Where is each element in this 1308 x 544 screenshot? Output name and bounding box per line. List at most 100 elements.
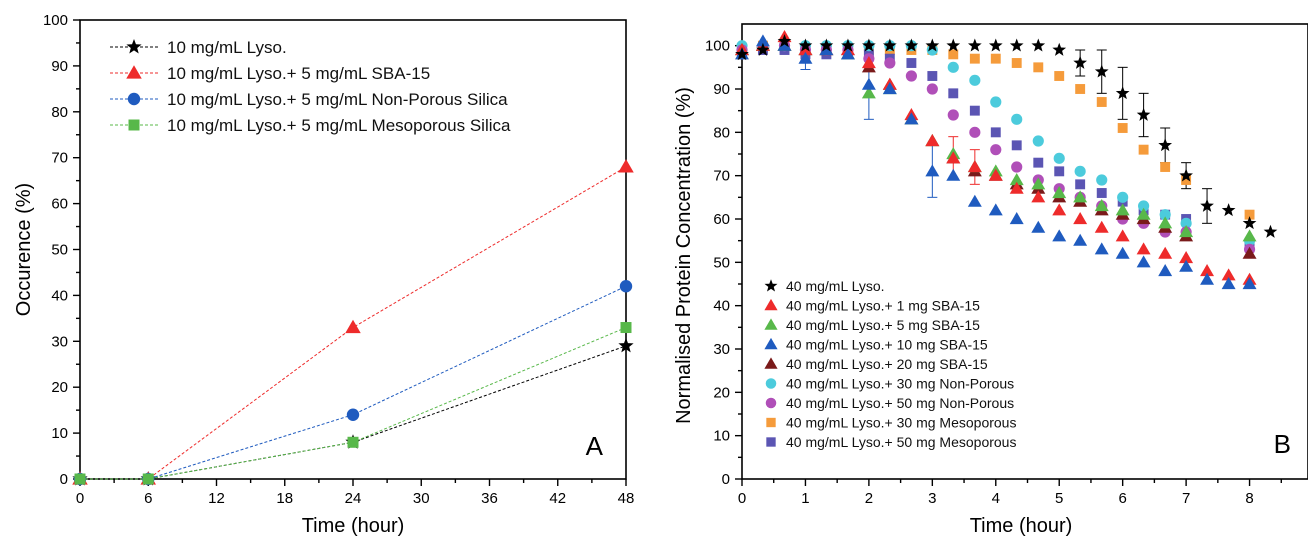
panel-b-data-point — [988, 203, 1003, 216]
panel-b-data-point — [1179, 259, 1194, 272]
panel-b-data-point — [1011, 140, 1022, 151]
panel-b-data-point — [969, 105, 980, 116]
panel-a-legend-label: 10 mg/mL Lyso.+ 5 mg/mL SBA-15 — [167, 64, 430, 83]
panel-b-data-point — [1094, 64, 1109, 78]
panel-b-data-point — [777, 38, 792, 51]
panel-b-x-tick-label: 3 — [928, 490, 936, 507]
panel-b-data-point — [1031, 177, 1046, 190]
panel-b-data-point — [1009, 38, 1024, 52]
panel-b-data-point — [946, 151, 961, 164]
panel-b-data-point — [1180, 217, 1192, 229]
panel-b-frame — [741, 23, 1308, 480]
panel-b-data-point — [1054, 166, 1065, 177]
panel-a-series-line — [80, 285, 627, 480]
panel-b-data-point — [1094, 199, 1109, 212]
panel-b-legend-label: 40 mg/mL Lyso.+ 1 mg SBA-15 — [786, 298, 980, 314]
panel-a-legend-label: 10 mg/mL Lyso.+ 5 mg/mL Non-Porous Silic… — [167, 90, 508, 109]
panel-a-y-tick-label: 40 — [51, 287, 68, 304]
panel-b-x-tick-label: 5 — [1055, 490, 1063, 507]
panel-b-data-point — [882, 82, 897, 95]
panel-b-data-point — [1073, 233, 1088, 246]
panel-b-data-point — [1073, 55, 1088, 69]
panel-b-data-point — [861, 56, 876, 69]
panel-b-data-point — [1052, 186, 1067, 199]
panel-b-data-point — [1158, 264, 1173, 277]
panel-b-data-point — [925, 134, 940, 147]
panel-b-data-point — [988, 168, 1003, 181]
panel-b-data-point — [1032, 135, 1044, 147]
panel-b-data-point — [1179, 225, 1194, 238]
panel-b-data-point — [1075, 179, 1086, 190]
panel-a-x-axis-title: Time (hour) — [302, 515, 405, 537]
panel-a-x-tick-label: 24 — [345, 490, 362, 507]
panel-a-x-tick-label: 0 — [76, 490, 84, 507]
panel-b-data-point — [1096, 174, 1108, 186]
panel-b-data-point — [1054, 71, 1065, 81]
panel-b-y-tick-label: 0 — [722, 471, 730, 488]
panel-a-x-tick-label: 48 — [618, 490, 635, 507]
panel-b-data-point — [1179, 168, 1193, 182]
panel-b-data-point — [1094, 242, 1109, 255]
panel-b-legend-label: 40 mg/mL Lyso.+ 20 mg SBA-15 — [786, 356, 988, 372]
panel-b-data-point — [1244, 209, 1255, 220]
panel-b-legend-label: 40 mg/mL Lyso.+ 30 mg Non-Porous — [786, 376, 1014, 392]
panel-a-data-point — [142, 473, 154, 485]
panel-a-legend-label: 10 mg/mL Lyso. — [167, 38, 287, 57]
panel-a-data-point — [74, 473, 86, 485]
panel-b-data-point — [1242, 216, 1257, 230]
panel-b-x-tick-label: 1 — [801, 490, 809, 507]
panel-b-y-tick-label: 20 — [713, 384, 730, 401]
panel-a-series-line — [80, 327, 627, 480]
panel-a-data-point — [620, 322, 632, 334]
panel-b-y-tick-label: 70 — [713, 168, 730, 185]
panel-a-x-tick-label: 42 — [549, 490, 566, 507]
panel-b-data-point — [1160, 162, 1171, 172]
panel-b-x-tick-label: 6 — [1118, 490, 1126, 507]
panel-b-data-point — [1159, 209, 1171, 221]
panel-b-data-point — [1094, 220, 1109, 233]
panel-a-y-tick-label: 100 — [43, 12, 68, 29]
panel-b-data-point — [1115, 203, 1130, 216]
panel-b-data-point — [967, 160, 982, 173]
panel-b-legend-marker — [764, 318, 778, 330]
panel-a-y-tick-label: 10 — [51, 425, 68, 442]
panel-b-data-point — [1200, 198, 1214, 212]
panel-b-label: B — [1274, 429, 1291, 459]
panel-b-data-point — [967, 194, 982, 207]
panel-b-data-point — [882, 38, 897, 52]
panel-b-data-point — [967, 38, 982, 52]
panel-b-data-point — [1136, 255, 1151, 268]
panel-b-data-point — [1136, 207, 1151, 220]
panel-b-data-point — [1096, 97, 1107, 107]
panel-b-data-point — [1052, 229, 1067, 242]
panel-b-data-point — [819, 43, 834, 56]
panel-b-data-point — [777, 34, 792, 48]
panel-a-legend-marker — [126, 39, 142, 54]
panel-b-data-point — [1221, 277, 1236, 290]
panel-b-data-point — [990, 144, 1002, 156]
panel-b-data-point — [990, 53, 1001, 64]
panel-b-data-point — [1073, 212, 1088, 225]
panel-b-data-point — [1242, 246, 1257, 259]
panel-b-data-point — [969, 126, 981, 138]
panel-b-data-point — [798, 43, 813, 56]
panel-b-data-point — [1181, 175, 1192, 185]
panel-b-data-point — [946, 38, 961, 52]
panel-b-legend-marker — [766, 417, 776, 428]
panel-a-legend-marker — [127, 92, 141, 106]
panel-b-y-axis-title: Normalised Protein Concentration (%) — [673, 87, 695, 424]
panel-a-data-point — [345, 319, 361, 334]
panel-b-data-point — [1052, 203, 1067, 216]
panel-b-data-point — [904, 38, 919, 52]
panel-b-data-point — [1263, 224, 1278, 238]
panel-b-data-point — [1009, 173, 1024, 186]
panel-b-data-point — [755, 34, 770, 47]
panel-b-legend-label: 40 mg/mL Lyso.+ 50 mg Non-Porous — [786, 395, 1014, 411]
panel-b-data-point — [969, 74, 981, 86]
panel-b-legend-marker — [766, 437, 776, 447]
panel-b-data-point — [1115, 229, 1130, 242]
panel-b-data-point — [1115, 246, 1130, 259]
panel-b-x-tick-label: 7 — [1182, 490, 1190, 507]
panel-b-data-point — [1096, 188, 1107, 198]
